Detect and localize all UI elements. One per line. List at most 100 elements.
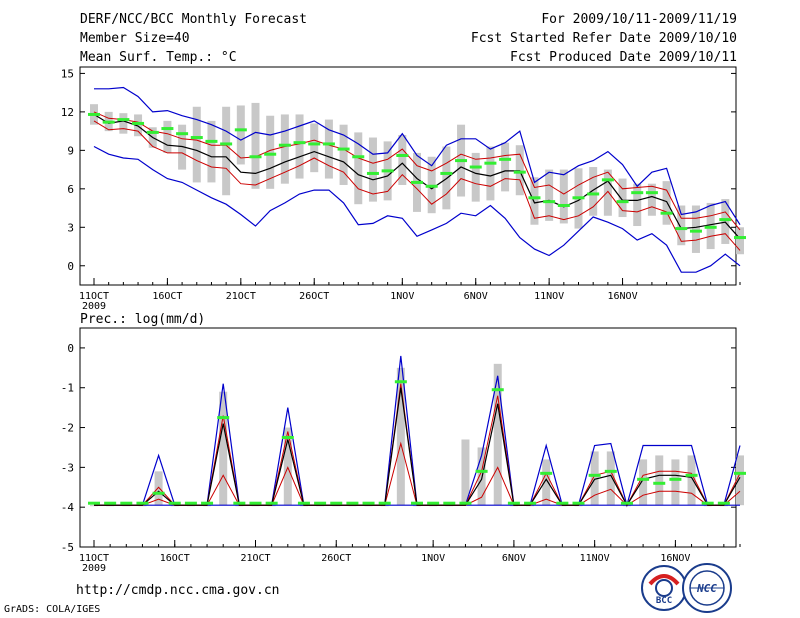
green-marker [620, 501, 633, 505]
green-marker [102, 120, 115, 124]
green-marker [443, 501, 456, 505]
green-marker [701, 501, 714, 505]
spread-bar [368, 137, 377, 202]
green-marker [719, 218, 732, 222]
plot-frame [79, 66, 737, 286]
green-marker [459, 501, 472, 505]
spread-bar [559, 169, 568, 224]
x-tick-label: 6NOV [464, 291, 488, 302]
y-tick-label: -2 [61, 422, 74, 435]
green-marker [491, 388, 504, 392]
spread-bar [721, 199, 730, 244]
x-tick-label: 21OCT [226, 291, 256, 302]
green-marker [645, 191, 658, 195]
green-marker [507, 501, 520, 505]
green-marker [685, 473, 698, 477]
green-marker [528, 196, 541, 200]
green-marker [631, 191, 644, 195]
x-tick-label: 11NOV [534, 291, 564, 302]
spread-bar [736, 227, 744, 255]
y-tick-label: 12 [61, 106, 74, 119]
green-marker [152, 491, 165, 495]
green-marker [616, 200, 629, 204]
spread-bar [251, 102, 260, 189]
x-tick-label: 6NOV [502, 553, 526, 564]
green-marker [557, 203, 570, 207]
green-marker [394, 380, 407, 384]
green-marker [675, 227, 688, 231]
spread-bar [339, 124, 348, 185]
y-tick-label: 9 [67, 144, 74, 157]
bcc-logo-globe-icon [655, 579, 673, 597]
x-tick-label: 11OCT [79, 291, 109, 302]
x-tick-label: 16NOV [607, 291, 637, 302]
source-url[interactable]: http://cmdp.ncc.cma.gov.cn [76, 583, 280, 598]
spread-bar [154, 471, 163, 506]
green-marker [540, 471, 553, 475]
spread-bar [354, 132, 363, 205]
green-marker [469, 165, 482, 169]
y-tick-label: 6 [67, 183, 74, 196]
series-upper-line [93, 111, 741, 231]
green-marker [297, 501, 310, 505]
ncc-logo: NCC [682, 563, 732, 613]
green-marker [293, 141, 306, 145]
green-marker [440, 171, 453, 175]
green-marker [146, 130, 159, 134]
green-marker [190, 136, 203, 140]
spread-bar [222, 106, 231, 196]
forecast-started: Fcst Started Refer Date 2009/10/10 [470, 31, 737, 46]
y-tick-label: 0 [67, 342, 74, 355]
x-tick-label: 16NOV [660, 553, 690, 564]
x-tick-label: 26OCT [299, 291, 329, 302]
y-tick-label: -4 [61, 501, 75, 514]
bcc-logo-arc [648, 574, 680, 586]
spread-bar [219, 391, 228, 506]
forecast-period: For 2009/10/11-2009/11/19 [541, 12, 737, 27]
spread-bar [633, 183, 642, 227]
green-marker [308, 142, 321, 146]
green-marker [411, 180, 423, 184]
green-marker [366, 171, 379, 175]
green-marker [220, 142, 233, 146]
green-marker [689, 229, 702, 233]
y-tick-label: 3 [67, 221, 74, 234]
x-tick-label: 1NOV [390, 291, 414, 302]
green-marker [249, 501, 262, 505]
green-marker [352, 155, 365, 159]
x-tick-label: 16OCT [152, 291, 182, 302]
green-marker [381, 169, 394, 173]
spread-bar [295, 114, 304, 179]
precip-label: Prec.: log(mm/d) [80, 312, 206, 327]
x-tick-label: 11OCT [79, 553, 109, 564]
green-marker [184, 501, 197, 505]
green-marker [396, 153, 409, 157]
green-marker [704, 225, 717, 229]
green-marker [604, 469, 617, 473]
series-mean-line [93, 113, 741, 240]
grads-credit: GrADS: COLA/IGES [4, 604, 101, 615]
green-marker [314, 501, 327, 505]
green-marker [572, 501, 585, 505]
green-marker [233, 501, 246, 505]
green-marker [264, 152, 277, 156]
spread-bar [236, 105, 245, 165]
variable-label: Mean Surf. Temp.: °C [80, 50, 237, 65]
green-marker [455, 159, 468, 163]
spread-bar [396, 367, 405, 506]
green-marker [669, 477, 682, 481]
y-tick-label: -5 [61, 541, 74, 554]
green-marker [524, 501, 537, 505]
y-tick-label: -1 [61, 382, 74, 395]
green-marker [572, 196, 585, 200]
green-marker [176, 132, 189, 136]
spread-bar [736, 455, 744, 506]
chart-title: DERF/NCC/BCC Monthly Forecast [80, 12, 307, 27]
series-min-line [93, 145, 741, 273]
green-marker [117, 118, 130, 122]
green-marker [330, 501, 343, 505]
spread-bar [163, 120, 172, 153]
x-tick-year: 2009 [82, 301, 106, 312]
